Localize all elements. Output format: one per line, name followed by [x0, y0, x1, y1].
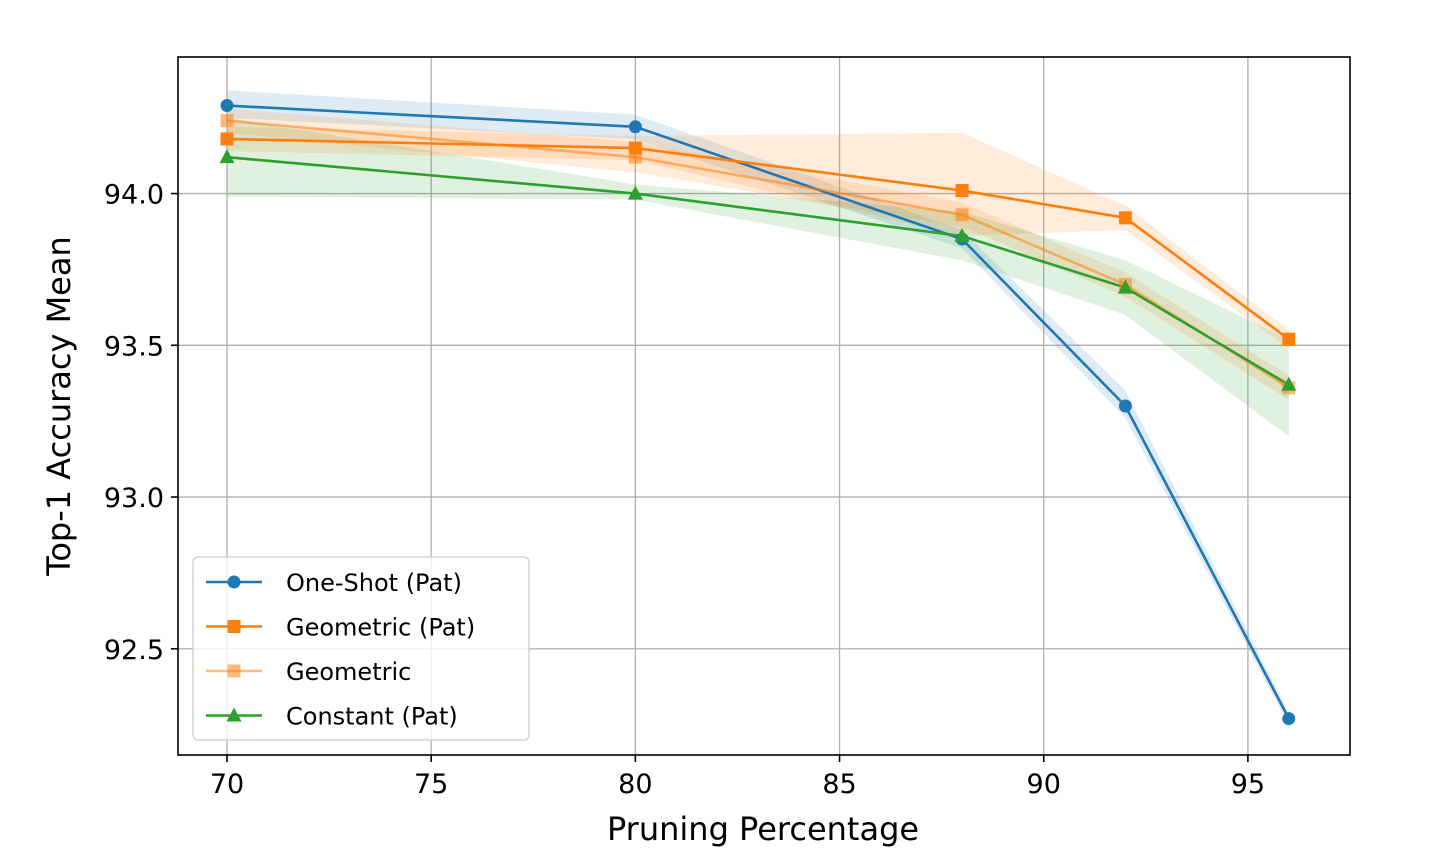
legend-entry-geometric: Geometric — [206, 658, 411, 686]
y-tick-label: 92.5 — [104, 635, 164, 666]
y-tick-label: 93.5 — [104, 331, 164, 362]
data-point-constant-pat — [1117, 279, 1133, 294]
x-tick-label: 70 — [210, 769, 244, 800]
y-tick-label: 94.0 — [104, 180, 164, 211]
data-point-geometric-pat — [1118, 211, 1132, 225]
confidence-bands — [227, 90, 1289, 725]
data-point-constant-pat — [954, 228, 970, 243]
series-markers — [219, 99, 1297, 726]
legend-entry-geometric-pat: Geometric (Pat) — [206, 614, 475, 642]
y-tick-label: 93.0 — [104, 483, 164, 514]
legend-label: Geometric (Pat) — [286, 614, 475, 642]
data-point-one-shot-pat — [220, 99, 234, 113]
x-tick-label: 95 — [1231, 769, 1265, 800]
legend-marker-swatch — [227, 575, 241, 589]
data-point-geometric-pat — [955, 184, 969, 198]
legend-label: One-Shot (Pat) — [286, 569, 462, 597]
legend-marker-swatch — [227, 620, 241, 633]
band-geometric — [227, 108, 1289, 400]
data-point-one-shot-pat — [1118, 399, 1132, 413]
data-point-geometric — [220, 114, 234, 128]
legend-marker-swatch — [226, 707, 242, 722]
data-point-geometric — [955, 208, 969, 222]
data-point-one-shot-pat — [628, 120, 642, 134]
x-tick-label: 75 — [414, 769, 448, 800]
y-axis-title: Top-1 Accuracy Mean — [40, 236, 78, 577]
legend-label: Constant (Pat) — [286, 703, 458, 731]
data-point-geometric-pat — [220, 132, 234, 146]
x-axis-title: Pruning Percentage — [607, 810, 919, 848]
legend-box — [192, 556, 530, 741]
legend-entry-one-shot-pat: One-Shot (Pat) — [206, 569, 462, 597]
data-point-constant-pat — [219, 149, 235, 164]
legend-label: Geometric — [286, 658, 411, 686]
data-point-geometric — [628, 150, 642, 164]
axis-ticks: 70 75 80 85 90 95 92.5 93.0 93.5 94.0 — [104, 180, 1265, 800]
plot-area-frame — [177, 56, 1351, 756]
x-tick-label: 90 — [1027, 769, 1061, 800]
data-point-constant-pat — [627, 185, 643, 200]
x-tick-label: 85 — [822, 769, 856, 800]
band-geometric-pat — [227, 126, 1289, 349]
legend: One-Shot (Pat) Geometric (Pat) Geometric Co… — [192, 556, 530, 741]
data-point-one-shot-pat — [1282, 712, 1296, 726]
band-constant-pat — [227, 117, 1289, 437]
x-tick-label: 80 — [618, 769, 652, 800]
legend-marker-swatch — [227, 664, 241, 678]
data-point-constant-pat — [1281, 376, 1297, 391]
legend-entry-constant-pat: Constant (Pat) — [206, 703, 458, 731]
data-point-geometric-pat — [1282, 332, 1296, 346]
